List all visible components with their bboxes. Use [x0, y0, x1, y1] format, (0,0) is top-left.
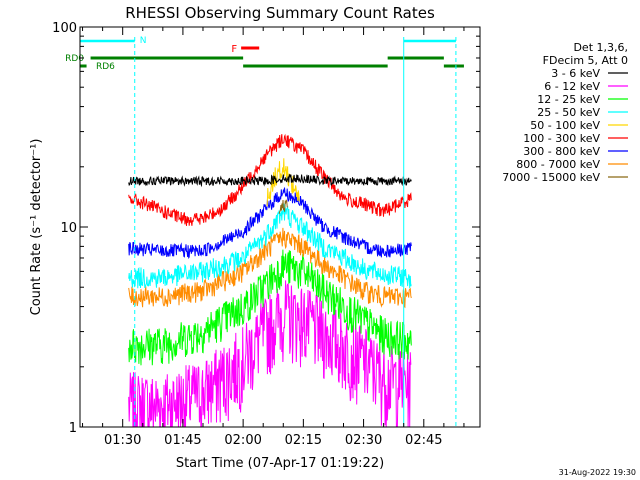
- axis-layer: 01:30 01:45 02:00 02:15 02:30 02:45 1 10 100: [52, 21, 480, 448]
- series-100-300-kev: [128, 133, 412, 226]
- footer-date: 31-Aug-2022 19:30: [559, 468, 636, 477]
- series-800-7000-kev: [128, 227, 412, 309]
- series-25-50-kev: [128, 203, 412, 289]
- series-7000-15000-kev: [278, 199, 288, 214]
- annotation-label-rd0: RD0: [65, 54, 84, 64]
- x-axis-label: Start Time (07-Apr-17 01:19:22): [176, 456, 384, 471]
- series-12-25-kev: [128, 249, 412, 366]
- x-tick-label: 02:30: [345, 433, 382, 448]
- plot-frame: [79, 26, 481, 428]
- y-tick-label: 10: [60, 221, 77, 236]
- legend-label: 300 - 800 keV: [523, 145, 600, 158]
- series-6-12-kev: [128, 280, 412, 427]
- x-tick-label: 01:30: [104, 433, 141, 448]
- annotation-label-f: F: [231, 44, 237, 55]
- legend-label: 7000 - 15000 keV: [502, 171, 600, 184]
- legend-label: 12 - 25 keV: [537, 93, 600, 106]
- legend-label: 50 - 100 keV: [530, 119, 600, 132]
- x-tick-label: 02:00: [224, 433, 261, 448]
- legend-label: 6 - 12 keV: [544, 80, 600, 93]
- series-300-800-kev: [128, 187, 412, 260]
- legend-label: 25 - 50 keV: [537, 106, 600, 119]
- series-3-6-kev: [128, 174, 412, 188]
- x-tick-label: 01:45: [164, 433, 201, 448]
- series-50-100-kev: [266, 158, 300, 207]
- annotation-label-n: N: [140, 36, 147, 46]
- x-tick-label: 02:45: [405, 433, 442, 448]
- series-layer: [128, 133, 412, 427]
- chart-title: RHESSI Observing Summary Count Rates: [125, 4, 435, 22]
- y-axis-label: Count Rate (s⁻¹ detector⁻¹): [29, 139, 44, 316]
- legend-header: FDecim 5, Att 0: [543, 54, 628, 67]
- y-tick-label: 1: [69, 421, 77, 436]
- annotation-label-rd6: RD6: [96, 62, 115, 72]
- y-tick-label: 100: [52, 21, 77, 36]
- legend-label: 100 - 300 keV: [523, 132, 600, 145]
- legend-label: 3 - 6 keV: [551, 67, 600, 80]
- legend-header: Det 1,3,6,: [573, 41, 628, 54]
- legend-label: 800 - 7000 keV: [516, 158, 600, 171]
- x-tick-label: 02:15: [285, 433, 322, 448]
